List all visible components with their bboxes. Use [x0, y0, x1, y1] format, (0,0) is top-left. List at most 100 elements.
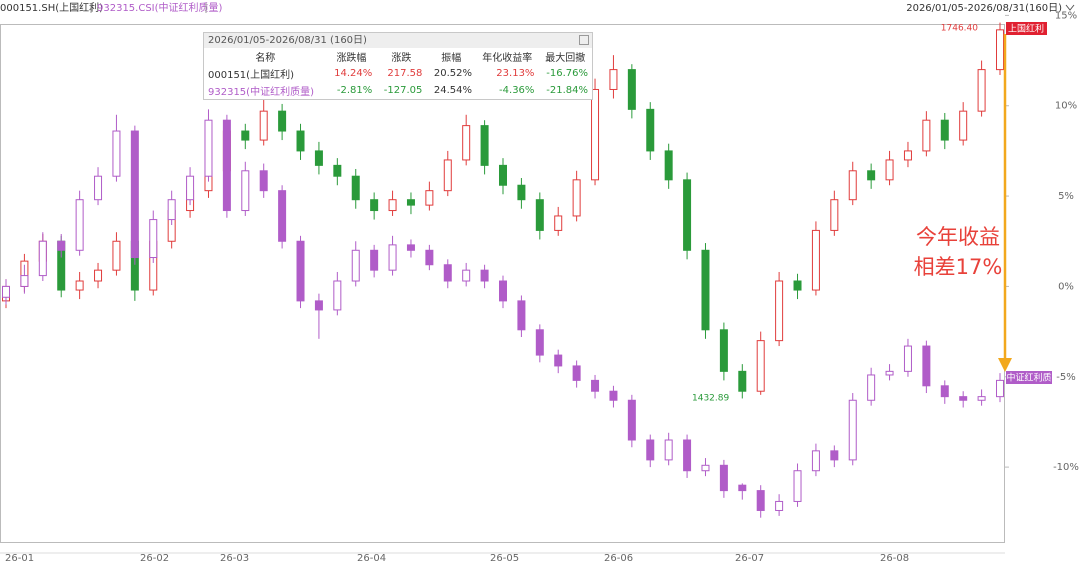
table-cell: -127.05 — [383, 85, 423, 96]
candle-body — [701, 464, 710, 472]
date-range[interactable]: 2026/01/05-2026/08/31(160日) — [906, 3, 1062, 14]
candle-body — [351, 249, 360, 282]
candle-body — [499, 280, 507, 302]
candle-body — [425, 249, 434, 266]
y-tick-label: 10% — [1055, 101, 1077, 112]
table-cell: 24.54% — [433, 85, 473, 96]
candle-body — [940, 385, 949, 398]
candle-body — [462, 125, 471, 161]
candle-body — [609, 390, 618, 401]
candle-body — [278, 110, 287, 132]
x-tick-label: 26-07 — [735, 553, 764, 564]
series-tag — [1006, 371, 1052, 384]
candle-body — [977, 396, 986, 401]
candle-body — [646, 108, 655, 152]
candle-body — [20, 275, 29, 287]
table-cell: 217.58 — [387, 68, 423, 79]
candle-body — [186, 175, 195, 201]
candle-body — [38, 240, 47, 277]
candle-body — [149, 219, 158, 259]
candle-body — [388, 244, 397, 271]
arrow-head — [998, 358, 1012, 372]
table-cell: 20.52% — [433, 68, 473, 79]
table-cell: 23.13% — [496, 68, 535, 79]
candle-body — [996, 29, 1004, 71]
column-header: 涨跌幅 — [336, 53, 367, 64]
candle-body — [959, 396, 968, 401]
annotation: 今年收益 — [916, 225, 1000, 249]
annotation: 相差17% — [914, 255, 1003, 279]
table-title: 2026/01/05-2026/08/31 (160日) — [204, 33, 592, 48]
y-tick-label: -10% — [1053, 462, 1079, 473]
x-tick-label: 26-04 — [357, 553, 386, 564]
x-tick-label: 26-03 — [220, 553, 249, 564]
candle-body — [719, 464, 728, 492]
candle-body — [517, 300, 526, 331]
candle-body — [351, 175, 360, 201]
candle-body — [314, 150, 323, 166]
candle-body — [259, 110, 268, 141]
candle-body — [738, 370, 747, 392]
candle-body — [811, 450, 820, 472]
candle-body — [499, 164, 507, 186]
candle-body — [388, 199, 397, 212]
table-cell: 932315(中证红利质量) — [208, 87, 314, 98]
candle-body — [2, 285, 10, 298]
candle-body — [443, 264, 452, 282]
table-cell: -16.76% — [546, 68, 588, 79]
candle-body — [775, 500, 784, 511]
candle-body — [811, 229, 820, 291]
y-tick-label: 5% — [1058, 191, 1074, 202]
dropdown-icon[interactable] — [1065, 4, 1075, 11]
series-tag — [1006, 22, 1047, 35]
candle-body — [406, 199, 415, 206]
candle-body — [793, 280, 802, 291]
candle-body — [664, 439, 673, 461]
candle-body — [738, 484, 747, 492]
table-cell: -4.36% — [499, 85, 535, 96]
candle-body — [609, 69, 618, 90]
candle-body — [259, 170, 268, 192]
x-tick-label: 26-08 — [880, 553, 909, 564]
candle-body — [241, 170, 250, 212]
candle-body — [112, 240, 121, 271]
high-label: 1746.40 — [941, 24, 978, 34]
column-header: 涨跌 — [391, 53, 412, 64]
candle-body — [535, 329, 544, 356]
series-tag-label: 上国红利 — [1008, 23, 1044, 35]
candle-body — [903, 150, 912, 161]
candle-body — [517, 184, 526, 201]
low-label: 1432.89 — [692, 394, 729, 404]
table-row: 932315(中证红利质量) -2.81% -127.05 24.54% -4.36% -… — [204, 82, 592, 99]
table-cell: -2.81% — [336, 85, 373, 96]
table-cell: -21.84% — [546, 85, 588, 96]
x-tick-label: 26-02 — [140, 553, 169, 564]
candle-body — [756, 490, 765, 511]
candle-body — [719, 329, 728, 372]
candle-body — [922, 345, 931, 387]
candle-body — [922, 119, 931, 152]
candle-body — [314, 300, 323, 311]
candle-body — [425, 190, 434, 206]
candle-body — [830, 450, 839, 461]
candle-body — [535, 199, 544, 231]
candle-body — [646, 439, 655, 461]
header-row: 名称 涨跌幅 涨跌 振幅 年化收益率 最大回撤 — [204, 48, 592, 65]
candle-body — [94, 175, 103, 201]
candle-body — [848, 170, 857, 201]
candle-body — [683, 179, 692, 251]
series-tag-label: 中证红利质 — [1006, 372, 1051, 384]
candle-body — [572, 179, 581, 217]
candle-body — [683, 439, 692, 472]
candle-body — [370, 199, 379, 212]
close-button[interactable] — [579, 35, 589, 45]
column-header: 最大回撤 — [545, 53, 586, 64]
candle-body — [94, 269, 103, 282]
candle-body — [406, 244, 415, 251]
candle-body — [278, 190, 287, 242]
candle-body — [996, 379, 1004, 398]
column-header: 振幅 — [441, 53, 462, 64]
candle-body — [130, 130, 139, 259]
candle-body — [756, 340, 765, 392]
